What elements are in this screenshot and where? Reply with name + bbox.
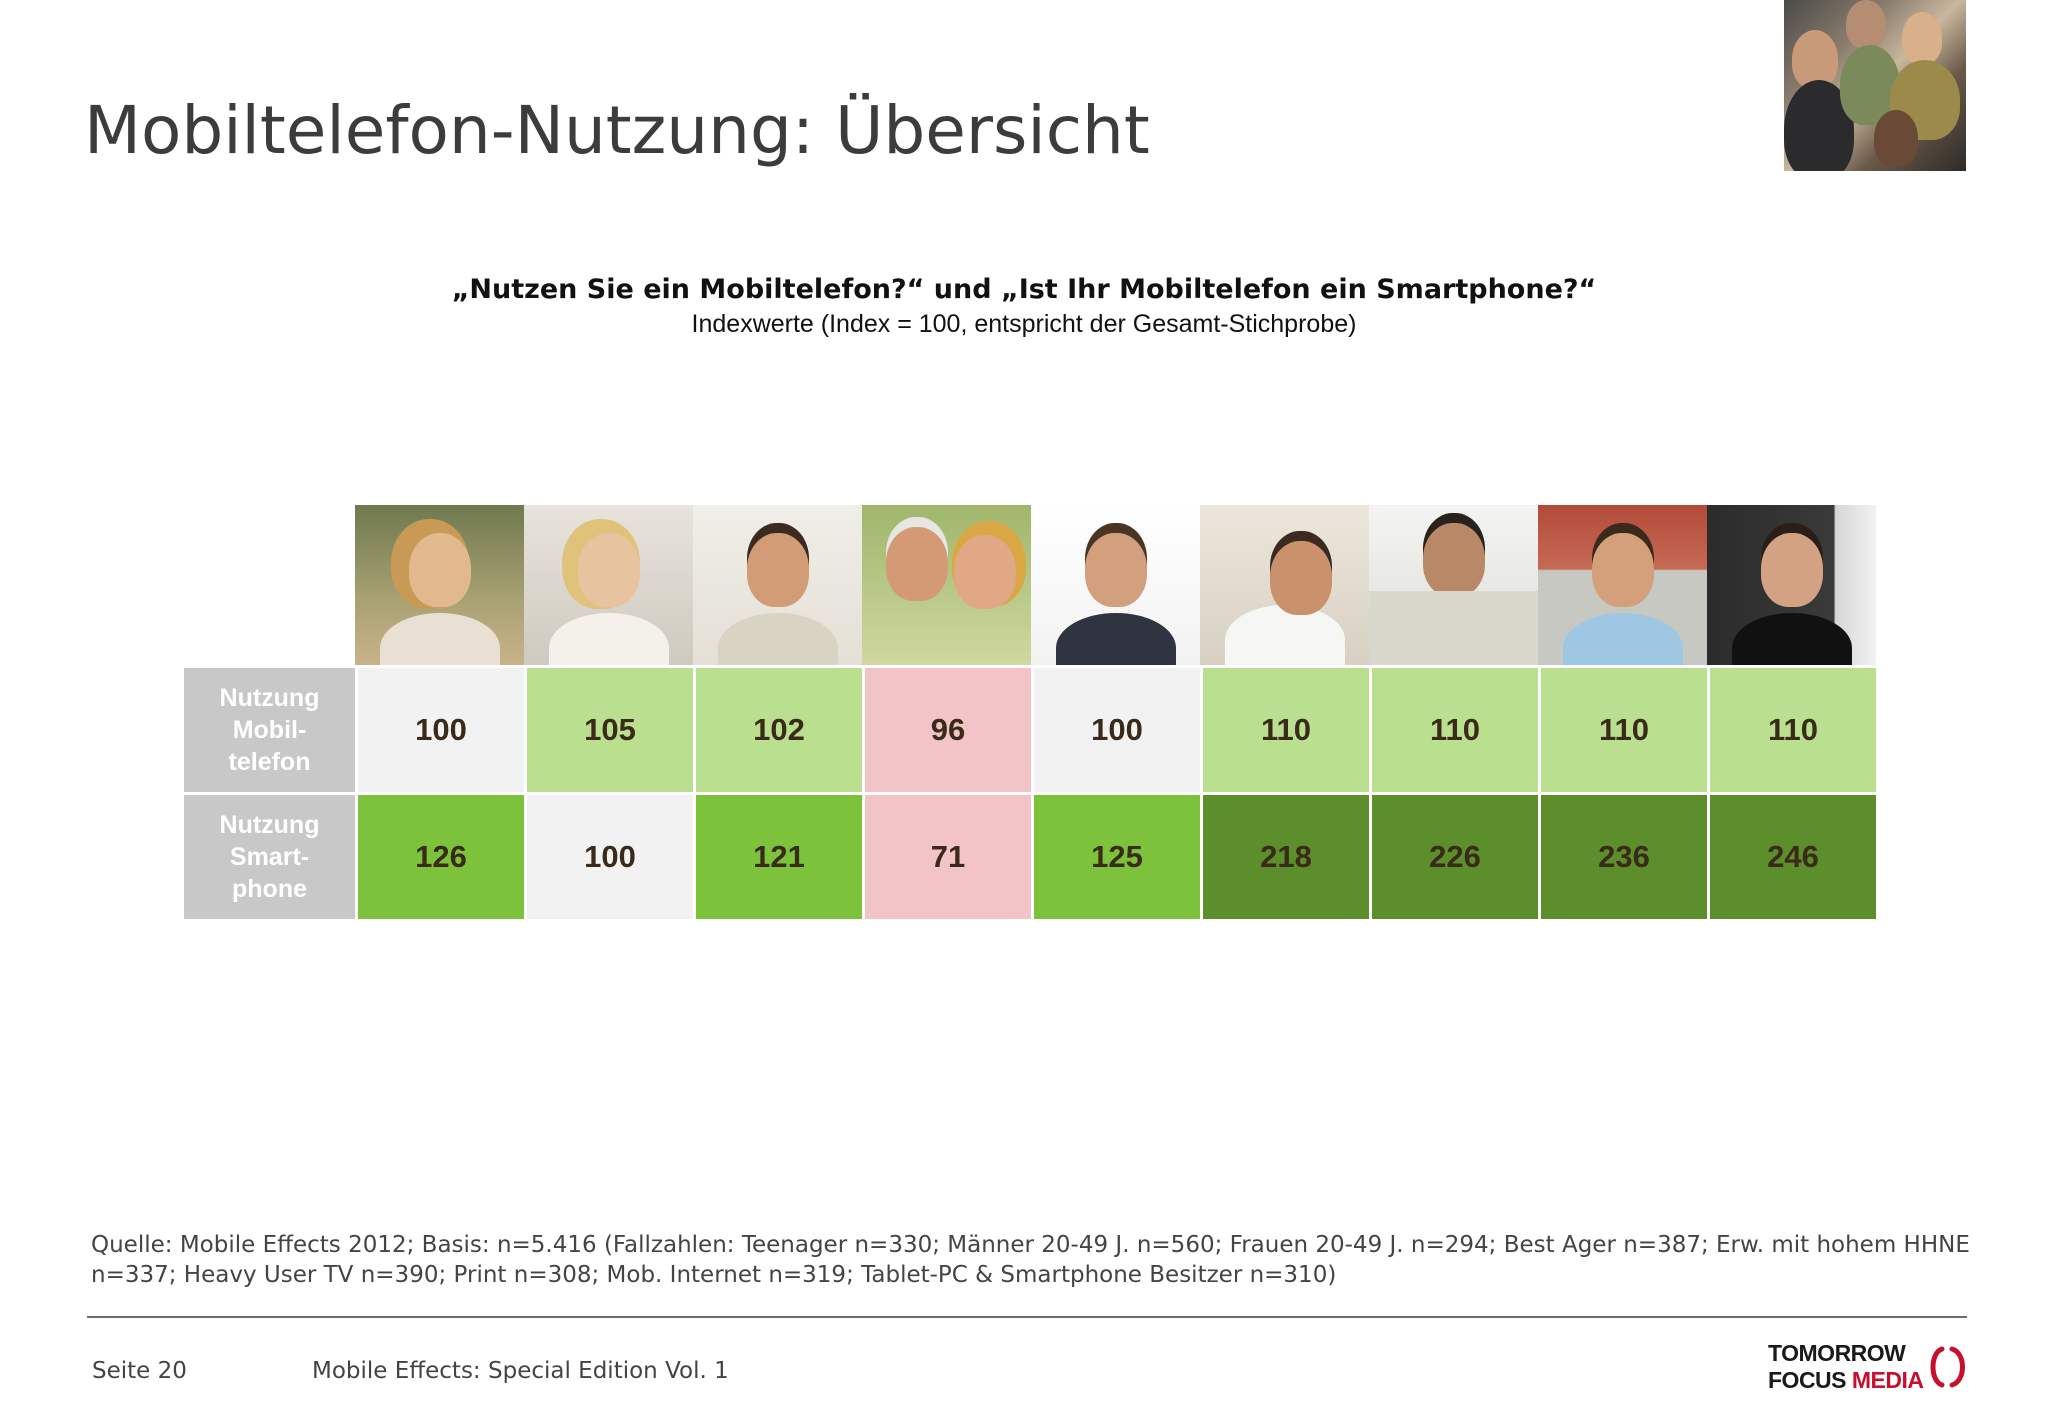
page-number: Seite 20 [92, 1358, 187, 1384]
row-label-line: Smart- [229, 843, 310, 871]
segment-photo-newspaper-reader [1369, 505, 1538, 665]
logo-text-line2: FOCUS MEDIA [1768, 1367, 1924, 1394]
segment-photo-tv-viewer [1200, 505, 1369, 665]
value-cell: 110 [1372, 668, 1538, 792]
segment-photo-businessman [1031, 505, 1200, 665]
value-cell: 110 [1541, 668, 1707, 792]
value-cell: 246 [1710, 795, 1876, 919]
header-photo-people-on-phones [1784, 0, 1966, 171]
segment-photo-man-phone [693, 505, 862, 665]
row-label-line: telefon [228, 748, 311, 776]
row-label-line: Nutzung [219, 811, 320, 839]
row-label-mobile-usage: Nutzung Mobil- telefon [184, 668, 355, 792]
value-cell: 110 [1203, 668, 1369, 792]
segment-photo-woman [524, 505, 693, 665]
segment-photo-teenager-girl [355, 505, 524, 665]
value-cell: 226 [1372, 795, 1538, 919]
index-subtitle: Indexwerte (Index = 100, entspricht der … [691, 310, 1357, 338]
logo-text-media: MEDIA [1851, 1367, 1924, 1393]
row-mobile-usage: Nutzung Mobil- telefon 100 105 102 96 10… [184, 668, 1879, 792]
value-cell: 126 [358, 795, 524, 919]
row-label-line: phone [232, 875, 307, 903]
value-cell: 71 [865, 795, 1031, 919]
value-cell: 218 [1203, 795, 1369, 919]
page-title: Mobiltelefon-Nutzung: Übersicht [84, 92, 1150, 169]
row-smartphone-usage: Nutzung Smart- phone 126 100 121 71 125 … [184, 795, 1879, 919]
logo-text-focus: FOCUS [1768, 1367, 1847, 1393]
logo-text-line1: TOMORROW [1768, 1340, 1906, 1366]
segment-photo-mobile-internet-user [1538, 505, 1707, 665]
value-cell: 236 [1541, 795, 1707, 919]
value-cell: 100 [358, 668, 524, 792]
publication-name: Mobile Effects: Special Edition Vol. 1 [312, 1358, 729, 1384]
segment-photo-best-ager-couple [862, 505, 1031, 665]
value-cell: 100 [527, 795, 693, 919]
index-table: Nutzung Mobil- telefon 100 105 102 96 10… [184, 668, 1879, 922]
value-cell: 100 [1034, 668, 1200, 792]
row-label-smartphone-usage: Nutzung Smart- phone [184, 795, 355, 919]
segment-photo-tablet-owner [1707, 505, 1876, 665]
value-cell: 121 [696, 795, 862, 919]
source-note: Quelle: Mobile Effects 2012; Basis: n=5.… [91, 1232, 1970, 1288]
segment-photo-row [355, 505, 1876, 665]
row-label-line: Nutzung [219, 684, 320, 712]
value-cell: 110 [1710, 668, 1876, 792]
value-cell: 105 [527, 668, 693, 792]
value-cell: 125 [1034, 795, 1200, 919]
value-cell: 96 [865, 668, 1031, 792]
survey-question: „Nutzen Sie ein Mobiltelefon?“ und „Ist … [451, 274, 1597, 305]
value-cell: 102 [696, 668, 862, 792]
row-label-line: Mobil- [232, 716, 307, 744]
tomorrow-focus-media-logo: TOMORROW FOCUS MEDIA [1768, 1340, 1978, 1396]
logo-mark-icon [1930, 1346, 1965, 1388]
footer-divider [87, 1316, 1967, 1318]
